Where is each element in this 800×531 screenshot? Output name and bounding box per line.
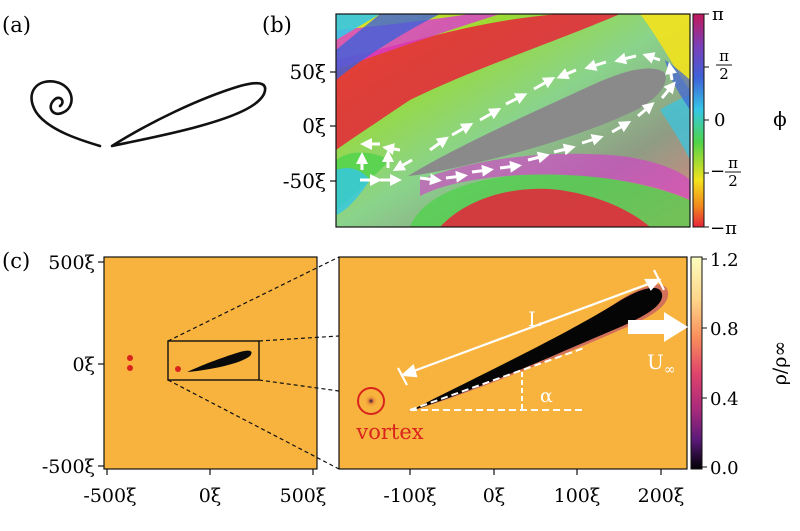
panel-b-ytick-0: 0ξ [302,114,326,138]
phase-band-blue [336,14,440,80]
vortex-core [364,394,378,408]
panel-c-right-xtick-100: 100ξ [554,485,601,507]
panel-c-left-ytick-0: 0ξ [72,354,95,376]
density-tick-1-2: 1.2 [710,250,739,271]
flow-arrow [628,312,688,342]
length-dimension [397,269,665,386]
density-colorbar-ticks [702,258,707,468]
phase-tick-pi: π [712,4,724,25]
angle-indicator [409,347,585,411]
phase-colorbar-ticks [704,13,709,228]
panel-c-right-xtick-0: 0ξ [483,485,506,507]
phase-band-red-lower [440,188,650,227]
panel-c-left-ticks [98,261,314,475]
density-map-zoom-frame [338,256,688,470]
panel-c-right-xtick-200: 200ξ [638,485,685,507]
phase-map [336,14,690,227]
panel-c-left-xtick-neg500: -500ξ [83,485,136,507]
phase-map-frame [335,13,691,228]
vortex-label: vortex [355,420,423,444]
panel-c-right-xticks [409,469,662,475]
length-label: L [528,307,541,331]
density-colorbar-label: ρ/ρ∞ [769,341,791,386]
density-tick-0-8: 0.8 [710,319,739,340]
phase-foil [408,68,666,176]
vortex-dot [175,366,181,372]
panel-a-outline [30,80,267,148]
phase-colorbar-label: ϕ [773,107,787,131]
phase-tick-half-pi-den: 2 [719,65,729,83]
phase-tick-half-pi-num: π [719,47,729,65]
vortex-dot [127,365,133,371]
vortex-marker [357,387,385,415]
density-map-zoom [339,257,687,469]
panel-c-right-xtick-neg100: -100ξ [383,485,436,507]
phase-band-cyan [336,14,380,40]
flow-label: U∞ [647,350,676,378]
airfoil [410,287,663,411]
density-colorbar [690,256,703,470]
density-tick-0-4: 0.4 [710,389,739,410]
panel-a-label: (a) [2,13,31,37]
phase-tick-neg-half-num: π [728,154,738,172]
panel-c-left-xtick-500: 500ξ [280,485,327,507]
phase-band-red [336,14,620,150]
zoom-window [167,340,260,381]
angle-label: α [540,385,553,407]
panel-c-left-ytick-500: 500ξ [48,252,95,274]
panel-b-label: (b) [262,13,292,37]
phase-tick-neg-half-den: 2 [728,172,738,190]
panel-b-ytick-50: 50ξ [290,60,326,84]
panel-c-left-xtick-0: 0ξ [199,485,222,507]
panel-c-label: (c) [2,249,30,273]
zoom-connectors [167,256,340,470]
density-tick-0-0: 0.0 [710,458,739,479]
phase-colorbar [692,13,705,228]
phase-tick-neg-sign: − [710,161,725,182]
panel-c-left-ytick-neg500: -500ξ [42,456,95,478]
vortex-dot [127,355,133,361]
phase-tick-zero: 0 [714,110,725,131]
phase-band-cyan-right [660,95,690,160]
phase-tick-neg-pi: −π [710,218,737,239]
phase-arrows [356,52,677,186]
density-map-wide [104,257,317,469]
panel-b-ytick-neg50: -50ξ [283,169,326,193]
panel-b-yaxis [330,71,336,182]
